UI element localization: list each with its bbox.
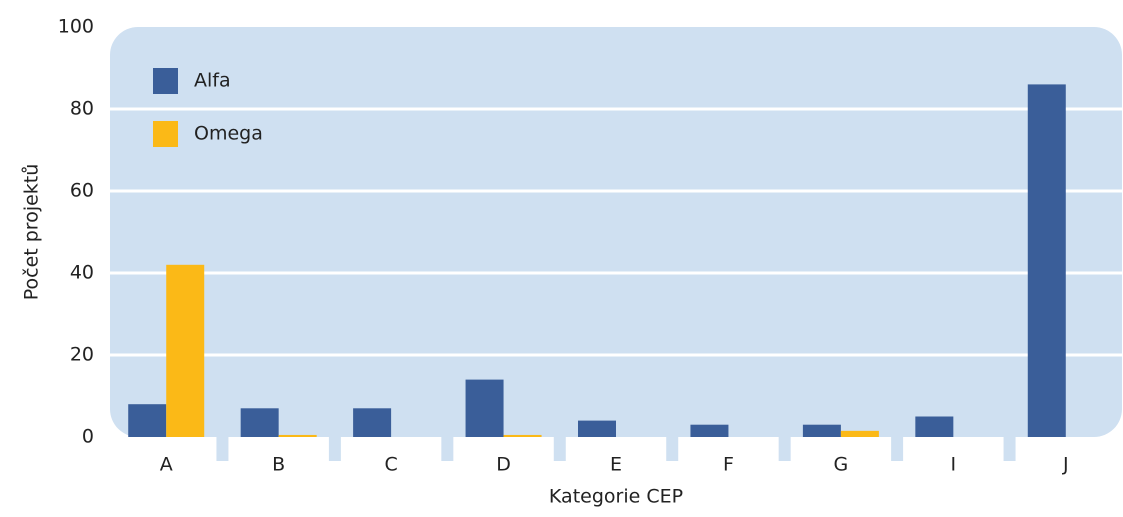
y-tick-label: 20	[70, 344, 94, 366]
category-separator	[891, 437, 904, 461]
legend-swatch	[153, 68, 178, 94]
bar	[840, 430, 879, 437]
bar	[802, 424, 841, 437]
y-tick-label: 0	[82, 426, 94, 448]
x-tick-label: B	[272, 454, 285, 476]
category-separator	[441, 437, 454, 461]
category-separator	[216, 437, 229, 461]
x-tick-label: F	[723, 454, 734, 476]
bar	[915, 416, 954, 437]
category-separator	[778, 437, 791, 461]
bar	[240, 408, 279, 437]
legend-label: Omega	[194, 123, 263, 145]
category-separator	[666, 437, 679, 461]
x-tick-label: J	[1062, 454, 1069, 476]
y-axis-label: Počet projektů	[21, 164, 43, 301]
x-tick-label: D	[496, 454, 511, 476]
category-separator	[328, 437, 341, 461]
plot-background	[110, 27, 1122, 437]
x-axis-label: Kategorie CEP	[549, 486, 683, 508]
x-tick-label: G	[834, 454, 849, 476]
x-tick-label: A	[160, 454, 173, 476]
bar	[128, 404, 167, 437]
bar	[465, 379, 504, 437]
y-tick-label: 80	[70, 98, 94, 120]
y-tick-label: 100	[58, 16, 94, 38]
bar	[503, 434, 542, 437]
category-separator	[553, 437, 566, 461]
category-separator	[1003, 437, 1016, 461]
bar	[690, 424, 729, 437]
x-tick-label: E	[610, 454, 622, 476]
bar	[1027, 84, 1066, 438]
bar	[278, 434, 317, 437]
legend-label: Alfa	[194, 70, 231, 92]
y-tick-label: 40	[70, 262, 94, 284]
bar	[578, 420, 616, 437]
bar	[166, 264, 205, 437]
legend-swatch	[153, 121, 178, 147]
bar	[353, 408, 392, 437]
x-tick-label: C	[384, 454, 397, 476]
y-tick-label: 60	[70, 180, 94, 202]
x-tick-label: I	[951, 454, 957, 476]
